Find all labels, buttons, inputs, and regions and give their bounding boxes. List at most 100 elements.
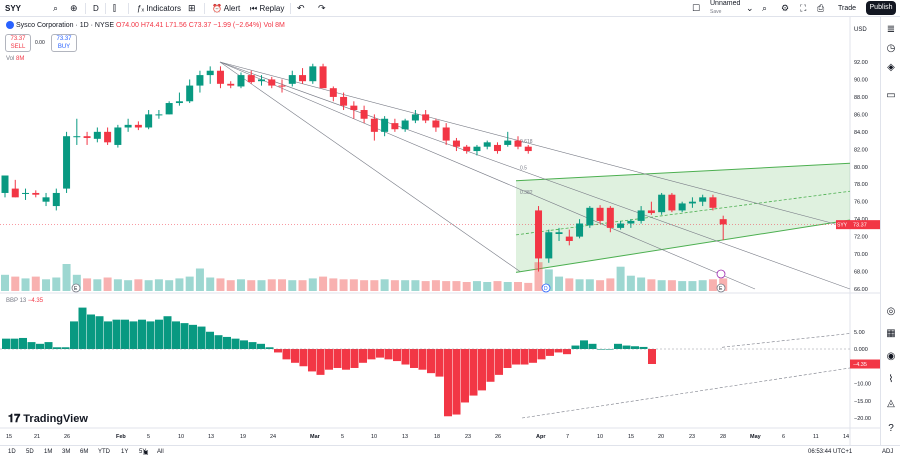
candle-body[interactable]: [93, 131, 101, 139]
candle-body[interactable]: [688, 201, 696, 204]
candle-body[interactable]: [32, 192, 40, 195]
candle-body[interactable]: [83, 136, 91, 138]
candle-body[interactable]: [216, 70, 224, 84]
search-icon[interactable]: ⌕: [53, 3, 59, 13]
chart-type-candles-icon[interactable]: ⫿: [113, 3, 116, 13]
candle-body[interactable]: [299, 75, 307, 82]
candle-body[interactable]: [699, 197, 707, 202]
candle-body[interactable]: [606, 207, 614, 228]
candle-body[interactable]: [514, 140, 522, 147]
earnings-marker[interactable]: [71, 283, 81, 293]
candle-body[interactable]: [175, 101, 183, 104]
target-icon[interactable]: ◎: [886, 306, 896, 317]
candle-body[interactable]: [247, 75, 255, 83]
candle-body[interactable]: [22, 192, 30, 194]
candle-body[interactable]: [63, 136, 71, 189]
candle-body[interactable]: [134, 124, 142, 128]
alert-button[interactable]: ⏰ Alert: [212, 4, 241, 13]
candle-body[interactable]: [452, 140, 460, 147]
publish-button[interactable]: Publish: [866, 1, 896, 15]
candle-body[interactable]: [1, 175, 9, 193]
camera-snapshot-icon[interactable]: ⎙: [817, 3, 825, 13]
pulse-icon[interactable]: ⌇: [888, 374, 894, 385]
candle-body[interactable]: [463, 146, 471, 152]
earnings-marker[interactable]: [716, 283, 726, 293]
candle-body[interactable]: [432, 120, 440, 128]
redo-icon[interactable]: ↷: [318, 3, 326, 13]
candle-body[interactable]: [545, 232, 553, 259]
buy-button[interactable]: 73.37 BUY: [51, 34, 77, 52]
candle-body[interactable]: [165, 103, 173, 115]
range-all[interactable]: All: [157, 449, 164, 455]
price-chart[interactable]: 0.618 0.5 0.382 E D E USD 92.00 90.00 88.00 86.00 8…: [0, 17, 880, 445]
candle-body[interactable]: [155, 114, 163, 116]
candle-body[interactable]: [309, 66, 317, 82]
candle-body[interactable]: [524, 146, 532, 152]
dividend-marker[interactable]: [541, 283, 551, 293]
candle-body[interactable]: [658, 194, 666, 213]
candle-body[interactable]: [360, 110, 368, 119]
candle-body[interactable]: [668, 194, 676, 211]
layout-square-icon[interactable]: ☐: [692, 3, 701, 13]
clock-time[interactable]: 06:53:44 UTC+1: [808, 449, 853, 455]
add-compare-icon[interactable]: ⊕: [70, 3, 78, 13]
candle-body[interactable]: [114, 127, 122, 145]
candle-body[interactable]: [483, 142, 491, 147]
candle-body[interactable]: [227, 83, 235, 86]
templates-icon[interactable]: ⊞: [188, 3, 196, 13]
watchlist-icon[interactable]: ≣: [886, 24, 896, 35]
candle-body[interactable]: [52, 192, 60, 207]
bell-icon[interactable]: ◬: [887, 398, 895, 409]
indicators-button[interactable]: ƒₓ Indicators: [137, 4, 181, 13]
fullscreen-icon[interactable]: ⛶: [800, 3, 807, 13]
notifications-icon[interactable]: ◉: [886, 351, 896, 362]
range-1y[interactable]: 1Y: [121, 449, 129, 455]
chat-icon[interactable]: ▭: [886, 90, 896, 101]
candle-body[interactable]: [237, 75, 245, 87]
candle-body[interactable]: [678, 203, 686, 211]
candle-body[interactable]: [319, 66, 327, 89]
calendar-icon[interactable]: ▦: [886, 328, 896, 339]
range-5d[interactable]: 5D: [26, 449, 34, 455]
sell-button[interactable]: 73.37 SELL: [5, 34, 31, 52]
candle-body[interactable]: [719, 219, 727, 225]
candle-body[interactable]: [370, 118, 378, 132]
candle-body[interactable]: [350, 105, 358, 111]
candle-body[interactable]: [340, 96, 348, 106]
replay-button[interactable]: ⏮ Replay: [250, 4, 285, 13]
candle-body[interactable]: [124, 124, 132, 128]
range-1m[interactable]: 1M: [44, 449, 53, 455]
range-ytd[interactable]: YTD: [98, 449, 110, 455]
settings-gear-icon[interactable]: ⚙: [781, 3, 790, 13]
candle-body[interactable]: [535, 210, 543, 259]
candle-body[interactable]: [268, 79, 276, 86]
candle-body[interactable]: [493, 144, 501, 152]
candle-body[interactable]: [186, 85, 194, 102]
symbol-search[interactable]: SYY: [5, 4, 22, 13]
chevron-down-icon[interactable]: ⌄: [746, 3, 754, 13]
candle-body[interactable]: [576, 223, 584, 237]
candle-body[interactable]: [381, 118, 389, 132]
candle-body[interactable]: [422, 114, 430, 121]
range-1d[interactable]: 1D: [8, 449, 16, 455]
undo-icon[interactable]: ↶: [297, 3, 305, 13]
candle-body[interactable]: [278, 85, 286, 87]
candle-body[interactable]: [145, 114, 153, 128]
candle-body[interactable]: [73, 136, 81, 138]
candle-body[interactable]: [391, 123, 399, 130]
candle-body[interactable]: [586, 207, 594, 226]
candle-body[interactable]: [596, 207, 604, 221]
candle-body[interactable]: [206, 70, 214, 76]
layout-name[interactable]: Unnamed Save: [710, 0, 741, 15]
quick-search-icon[interactable]: ⌕: [762, 3, 768, 13]
candle-body[interactable]: [11, 188, 19, 198]
candle-body[interactable]: [637, 210, 645, 221]
layers-icon[interactable]: ◈: [887, 62, 895, 73]
range-6m[interactable]: 6M: [80, 449, 89, 455]
candle-body[interactable]: [709, 197, 717, 208]
candle-body[interactable]: [565, 236, 573, 241]
trade-button[interactable]: Trade: [838, 5, 857, 12]
candle-body[interactable]: [411, 114, 419, 121]
candle-body[interactable]: [42, 197, 50, 202]
candle-body[interactable]: [555, 232, 563, 234]
